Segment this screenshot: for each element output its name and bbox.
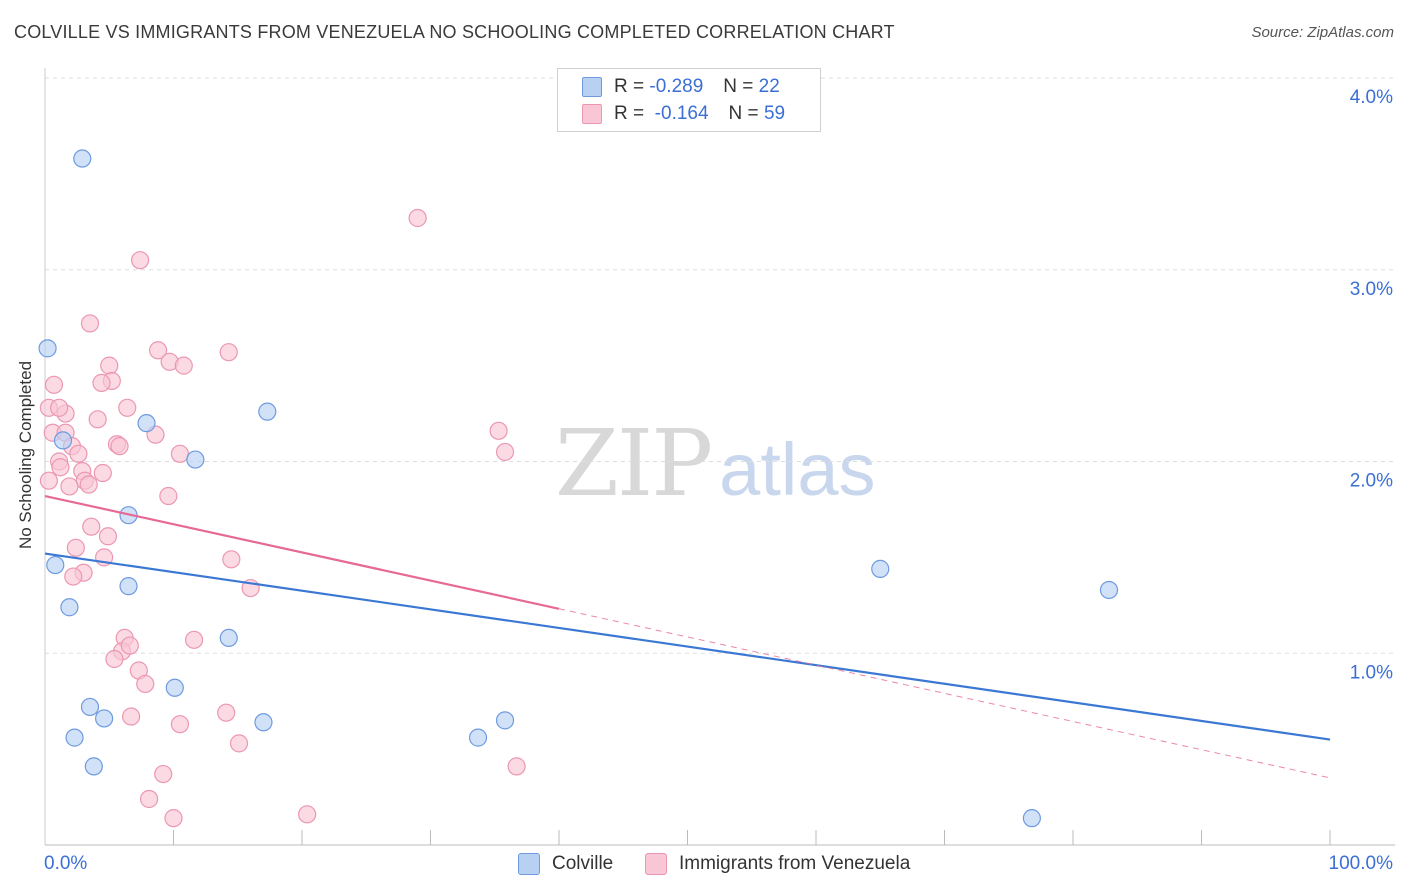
bottom-legend-swatch-venezuela	[645, 853, 667, 875]
point-venezuela	[93, 463, 112, 483]
point-venezuela	[120, 636, 139, 655]
point-venezuela	[51, 458, 70, 477]
bottom-legend-venezuela: Immigrants from Venezuela	[645, 852, 910, 876]
point-venezuela	[408, 208, 427, 228]
point-colville	[1099, 580, 1119, 600]
trend-line-colville	[44, 552, 1331, 741]
point-colville	[80, 697, 100, 717]
legend-swatch-venezuela	[582, 104, 602, 124]
point-colville	[60, 598, 79, 617]
legend-n-label: N =	[728, 103, 759, 124]
point-venezuela	[170, 444, 190, 463]
point-venezuela	[66, 538, 85, 557]
point-venezuela	[92, 373, 111, 392]
legend-r-label: R =	[614, 103, 645, 124]
legend-r-value: -0.164	[654, 103, 709, 124]
point-venezuela	[44, 375, 64, 394]
point-colville	[254, 713, 273, 732]
legend-n-label: N =	[723, 76, 754, 97]
point-venezuela	[222, 550, 241, 569]
point-colville	[119, 577, 138, 596]
point-colville	[73, 149, 92, 168]
legend-r-value: -0.289	[649, 76, 704, 97]
legend-n-value: 59	[763, 103, 786, 124]
y-tick-label: 3.0%	[1350, 279, 1393, 300]
point-colville	[53, 431, 73, 450]
point-venezuela	[64, 567, 83, 586]
point-venezuela	[495, 442, 515, 462]
y-axis-label: No Schooling Completed	[16, 360, 35, 550]
watermark-atlas: atlas	[719, 428, 876, 511]
point-venezuela	[139, 789, 159, 809]
point-venezuela	[489, 421, 508, 440]
trend-line-extension-venezuela	[558, 608, 1331, 779]
point-venezuela	[298, 805, 317, 824]
legend-row-colville: R = -0.289 N = 22	[582, 75, 780, 99]
x-tick-label: 0.0%	[44, 853, 87, 874]
point-venezuela	[88, 410, 107, 429]
chart-title: COLVILLE VS IMMIGRANTS FROM VENEZUELA NO…	[14, 22, 895, 42]
point-venezuela	[100, 356, 119, 375]
point-venezuela	[184, 630, 204, 649]
trend-line-venezuela	[44, 494, 560, 610]
point-venezuela	[98, 527, 118, 546]
point-venezuela	[164, 809, 183, 828]
bottom-legend-swatch-colville	[518, 853, 540, 875]
point-venezuela	[154, 764, 173, 784]
x-tick-label: 100.0%	[1329, 853, 1394, 874]
point-colville	[219, 628, 238, 648]
legend-swatch-colville	[582, 77, 602, 97]
point-venezuela	[148, 341, 168, 360]
point-colville	[258, 402, 277, 421]
legend-r-label: R =	[614, 76, 645, 97]
point-venezuela	[159, 486, 178, 506]
point-venezuela	[217, 703, 236, 722]
y-tick-label: 1.0%	[1350, 662, 1393, 683]
bottom-legend-colville: Colville	[518, 852, 613, 876]
point-venezuela	[229, 734, 249, 753]
legend-n-value: 22	[758, 76, 780, 97]
point-venezuela	[174, 356, 193, 375]
point-colville	[165, 678, 184, 697]
point-venezuela	[79, 475, 98, 494]
point-venezuela	[50, 398, 69, 417]
point-venezuela	[170, 715, 190, 734]
bottom-legend-label-venezuela: Immigrants from Venezuela	[679, 853, 911, 874]
point-colville	[95, 709, 114, 728]
point-venezuela	[39, 471, 58, 490]
point-venezuela	[121, 707, 141, 726]
legend-row-venezuela: R = -0.164 N = 59	[582, 102, 785, 126]
point-colville	[468, 728, 488, 747]
y-tick-label: 2.0%	[1350, 471, 1393, 492]
correlation-legend: R = -0.289 N = 22 R = -0.164 N = 59	[557, 68, 821, 132]
point-venezuela	[110, 437, 129, 456]
point-venezuela	[82, 517, 101, 536]
watermark: ZIP atlas	[555, 410, 875, 517]
point-venezuela	[105, 649, 124, 669]
point-venezuela	[69, 444, 88, 463]
point-venezuela	[507, 757, 526, 776]
point-colville	[84, 757, 103, 776]
y-tick-label: 4.0%	[1350, 87, 1393, 108]
point-venezuela	[80, 314, 100, 333]
point-venezuela	[60, 477, 79, 496]
bottom-legend-label-colville: Colville	[552, 853, 614, 874]
point-colville	[1022, 809, 1041, 828]
point-venezuela	[219, 343, 238, 362]
watermark-zip: ZIP	[555, 410, 713, 517]
point-colville	[38, 339, 57, 358]
point-colville	[186, 450, 205, 469]
point-venezuela	[118, 398, 137, 417]
source-label: Source: ZipAtlas.com	[1251, 24, 1394, 41]
point-colville	[137, 414, 156, 433]
point-venezuela	[130, 251, 150, 270]
point-colville	[495, 711, 515, 730]
point-venezuela	[136, 674, 155, 694]
point-colville	[871, 559, 890, 578]
point-colville	[65, 728, 84, 747]
point-colville	[46, 555, 65, 575]
